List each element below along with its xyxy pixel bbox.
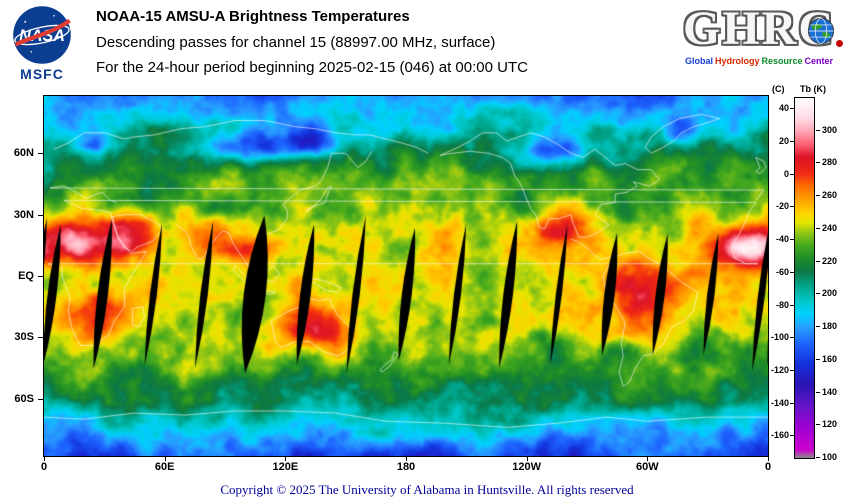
colorbar-gradient (794, 97, 815, 459)
msfc-label: MSFC (20, 66, 64, 82)
lon-tick-label: 60E (154, 461, 175, 473)
colorbar-label-kelvin: 100 (822, 452, 838, 462)
longitude-axis: 0 60E 120E 180 120W 60W 0 (40, 457, 772, 475)
colorbar-label-celsius: -60 (775, 266, 789, 277)
lon-tick-mark (768, 457, 769, 461)
colorbar-label-kelvin: 220 (822, 255, 838, 266)
colorbar-label-celsius: -80 (775, 299, 789, 310)
brightness-temperature-map (43, 95, 769, 457)
colorbar-label-celsius: -20 (775, 201, 789, 212)
colorbar-label-kelvin: 180 (822, 321, 838, 332)
colorbar-label-celsius: -120 (770, 365, 789, 376)
colorbar-tick-mark (790, 206, 794, 208)
colorbar-tick-mark (790, 370, 794, 372)
colorbar-label-kelvin: 140 (822, 386, 838, 397)
lon-tick-label: 60W (636, 461, 659, 473)
colorbar-label-kelvin: 260 (822, 190, 838, 201)
colorbar-label-kelvin: 280 (822, 157, 838, 168)
ghrc-subtitle-word: Hydrology (714, 56, 760, 66)
colorbar-label-celsius: -100 (770, 332, 789, 343)
colorbar: (C) Tb (K) 40 20 0 -20 -40 -60 -80 -100 -120 -140… (770, 84, 854, 484)
latitude-axis: 60N 30N EQ 30S 60S (0, 96, 43, 456)
ghrc-logo[interactable]: GHRC Global Hydrology Resource Center (670, 2, 848, 66)
subtitle-period: For the 24-hour period beginning 2025-02… (96, 59, 528, 76)
lat-tick-mark (38, 398, 43, 400)
lon-tick-label: 0 (40, 461, 48, 473)
lat-tick-mark (38, 153, 43, 155)
subtitle-channel: Descending passes for channel 15 (88997.… (96, 34, 496, 51)
ghrc-wordmark-text: GHRC (683, 2, 835, 55)
colorbar-tick-mark (790, 108, 794, 110)
lon-tick-label: 180 (396, 461, 416, 473)
colorbar-label-kelvin: 240 (822, 222, 838, 233)
colorbar-label-kelvin: 300 (822, 124, 838, 135)
colorbar-label-celsius: -160 (770, 430, 789, 441)
lat-tick-mark (38, 276, 43, 277)
lon-tick-mark (285, 457, 287, 461)
colorbar-tick-mark (790, 173, 794, 175)
copyright: Copyright © 2025 The University of Alaba… (220, 482, 634, 497)
colorbar-label-kelvin: 120 (822, 419, 838, 430)
lat-tick-label: EQ (18, 270, 34, 282)
ghrc-globe-icon (807, 17, 835, 45)
lat-tick-mark (38, 337, 43, 339)
lon-tick-mark (44, 457, 45, 461)
colorbar-tick-mark (816, 195, 820, 197)
colorbar-label-celsius: -140 (770, 397, 789, 408)
colorbar-tick-mark (790, 304, 794, 306)
lon-tick-label: 0 (764, 461, 772, 473)
lon-tick-mark (164, 457, 166, 461)
colorbar-tick-mark (816, 424, 820, 426)
colorbar-tick-mark (816, 391, 820, 393)
colorbar-tick-mark (816, 227, 820, 229)
nasa-insignia-icon: NASA (13, 6, 71, 64)
lat-tick-label: 60N (13, 147, 34, 160)
colorbar-label-celsius: 40 (778, 103, 789, 114)
colorbar-label-celsius: 0 (783, 168, 789, 179)
colorbar-unit-kelvin: Tb (K) (800, 84, 826, 94)
lon-tick-mark (406, 457, 407, 461)
ghrc-subtitle-word: Global (684, 56, 713, 66)
ghrc-subtitle-word: Center (804, 56, 834, 66)
colorbar-tick-mark (816, 457, 820, 458)
title-block: NOAA-15 AMSU-A Brightness Temperatures D… (96, 8, 528, 84)
colorbar-tick-mark (816, 326, 820, 328)
lon-tick-label: 120W (512, 461, 542, 473)
lat-tick-label: 30S (14, 331, 34, 344)
colorbar-label-kelvin: 160 (822, 353, 838, 364)
colorbar-tick-mark (816, 260, 820, 262)
colorbar-label-celsius: -40 (775, 234, 789, 245)
page-title: NOAA-15 AMSU-A Brightness Temperatures (96, 8, 410, 25)
colorbar-label-celsius: 20 (778, 135, 789, 146)
colorbar-tick-mark (790, 402, 794, 404)
lat-tick-label: 30N (13, 208, 34, 221)
colorbar-label-kelvin: 200 (822, 288, 838, 299)
map-canvas (44, 96, 768, 456)
colorbar-tick-mark (816, 162, 820, 164)
colorbar-tick-mark (790, 140, 794, 142)
colorbar-tick-mark (790, 271, 794, 273)
lon-tick-mark (526, 457, 528, 461)
ghrc-period-dot (836, 40, 843, 47)
ghrc-subtitle: Global Hydrology Resource Center (670, 56, 848, 66)
lat-tick-mark (38, 214, 43, 216)
lat-tick-label: 60S (14, 392, 34, 405)
lon-tick-label: 120E (272, 461, 299, 473)
colorbar-tick-mark (790, 337, 794, 339)
colorbar-tick-mark (816, 129, 820, 131)
ghrc-wordmark: GHRC (683, 2, 843, 56)
ghrc-subtitle-word: Resource (761, 56, 803, 66)
colorbar-tick-mark (816, 293, 820, 295)
colorbar-tick-mark (790, 435, 794, 437)
lon-tick-mark (647, 457, 649, 461)
colorbar-unit-celsius: (C) (772, 84, 785, 94)
colorbar-tick-mark (790, 239, 794, 241)
colorbar-tick-mark (816, 358, 820, 360)
